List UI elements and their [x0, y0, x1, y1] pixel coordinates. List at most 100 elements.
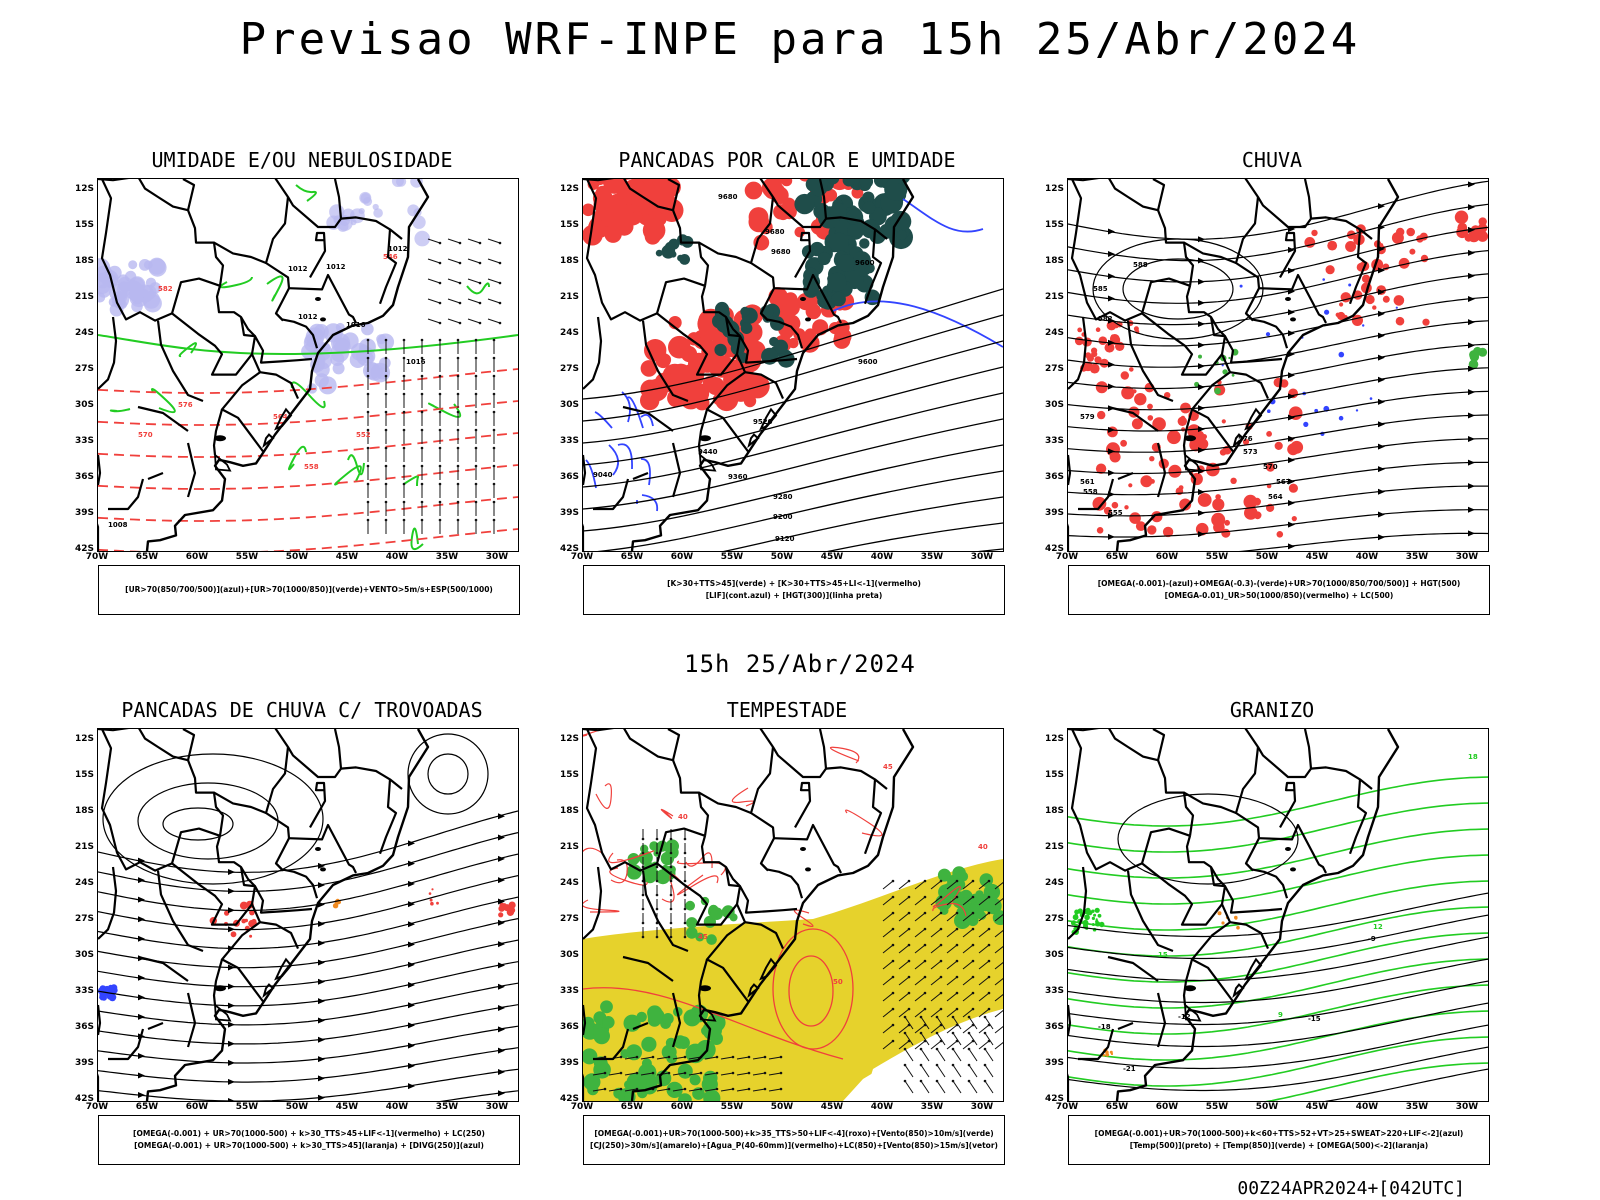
svg-text:576: 576: [1238, 435, 1253, 443]
lon-tick-label: 55W: [720, 552, 744, 562]
lon-tick-label: 40W: [385, 552, 409, 562]
lat-tick-label: 39S: [74, 508, 94, 518]
svg-text:9: 9: [1278, 1011, 1283, 1019]
svg-text:9680: 9680: [771, 248, 791, 256]
panel-pancadas-calor: PANCADAS POR CALOR E UMIDADE 9680 9680 968…: [537, 148, 1037, 628]
lon-tick-label: 45W: [335, 1102, 359, 1112]
lat-tick-label: 39S: [559, 1058, 579, 1068]
lat-tick-label: 36S: [74, 1022, 94, 1032]
legend-line: [OMEGA(-0.001)+UR>70(1000-500)+k>35_TTS>…: [594, 1129, 994, 1138]
lon-tick-label: 50W: [1255, 1102, 1279, 1112]
legend-line: [LIF](cont.azul) + [HGT(300)](linha pret…: [705, 591, 883, 600]
lon-tick-label: 65W: [620, 1102, 644, 1112]
map-area[interactable]: 40 45 50 45 40: [582, 728, 1004, 1102]
map-area[interactable]: -9 -12 -15 -18 -21 12 15 18 9: [1067, 728, 1489, 1102]
panel-trovoadas: PANCADAS DE CHUVA C/ TROVOADAS [OMEGA(-0…: [52, 698, 552, 1178]
lon-tick-label: 40W: [1355, 552, 1379, 562]
lat-tick-label: 24S: [1044, 328, 1064, 338]
lon-tick-label: 60W: [670, 552, 694, 562]
map-area[interactable]: 1012 1012 1012 1012 1016 1016 1008 576 570 564 558…: [97, 178, 519, 552]
legend-line: [OMEGA(-0.001) + UR>70(1000-500) + k>30_…: [134, 1141, 484, 1150]
svg-text:576: 576: [178, 401, 193, 409]
legend-box: [OMEGA(-0.001)+UR>70(1000-500)+k<60+TTS>…: [1068, 1115, 1490, 1165]
lat-tick-label: 18S: [559, 256, 579, 266]
svg-text:1012: 1012: [288, 265, 308, 273]
map-area[interactable]: [97, 728, 519, 1102]
svg-text:45: 45: [883, 763, 893, 771]
lat-tick-label: 12S: [1044, 184, 1064, 194]
lat-tick-label: 27S: [1044, 914, 1064, 924]
lon-tick-label: 40W: [1355, 1102, 1379, 1112]
lat-tick-label: 15S: [74, 220, 94, 230]
lat-tick-label: 36S: [559, 1022, 579, 1032]
lon-tick-label: 70W: [85, 1102, 109, 1112]
lon-tick-label: 50W: [285, 552, 309, 562]
legend-line: [OMEGA(-0.001)+UR>70(1000-500)+k<60+TTS>…: [1094, 1129, 1464, 1138]
lon-tick-label: 35W: [920, 552, 944, 562]
lat-tick-label: 42S: [559, 544, 579, 554]
lon-tick-label: 45W: [820, 552, 844, 562]
lat-tick-label: 15S: [1044, 770, 1064, 780]
lon-tick-label: 70W: [85, 552, 109, 562]
lat-tick-label: 39S: [74, 1058, 94, 1068]
lat-tick-label: 36S: [1044, 472, 1064, 482]
lon-tick-label: 70W: [1055, 1102, 1079, 1112]
legend-line: [OMEGA(-0.001) + UR>70(1000-500) + k>30_…: [133, 1129, 485, 1138]
svg-text:9120: 9120: [775, 535, 795, 543]
legend-line: [OMEGA(-0.001)-(azul)+OMEGA(-0.3)-(verde…: [1097, 579, 1461, 588]
forecast-map-svg: 1012 101210121012101610161008576570564558…: [98, 179, 518, 551]
lat-tick-label: 33S: [559, 986, 579, 996]
lat-tick-label: 21S: [559, 842, 579, 852]
svg-text:9280: 9280: [773, 493, 793, 501]
panel-title: PANCADAS DE CHUVA C/ TROVOADAS: [121, 698, 483, 722]
lon-tick-label: 35W: [1405, 552, 1429, 562]
svg-text:1012: 1012: [298, 313, 318, 321]
svg-text:9600: 9600: [855, 259, 875, 267]
panel-title: UMIDADE E/OU NEBULOSIDADE: [151, 148, 453, 172]
lat-tick-label: 42S: [1044, 1094, 1064, 1104]
lon-tick-label: 55W: [235, 552, 259, 562]
legend-box: [UR>70(850/700/500)](azul)+[UR>70(1000/8…: [98, 565, 520, 615]
lat-tick-label: 15S: [1044, 220, 1064, 230]
svg-text:9520: 9520: [753, 418, 773, 426]
lon-tick-label: 45W: [1305, 1102, 1329, 1112]
svg-text:50: 50: [833, 978, 843, 986]
svg-text:1008: 1008: [108, 521, 128, 529]
map-area[interactable]: 9680 9680 9680 9600 9600 9520 9440 9360 9280 9200…: [582, 178, 1004, 552]
lon-tick-label: 55W: [720, 1102, 744, 1112]
svg-text:9600: 9600: [858, 358, 878, 366]
lat-tick-label: 39S: [559, 508, 579, 518]
lon-tick-label: 65W: [135, 552, 159, 562]
lat-tick-label: 24S: [1044, 878, 1064, 888]
lon-tick-label: 55W: [1205, 1102, 1229, 1112]
lat-tick-label: 30S: [74, 400, 94, 410]
panel-umidade: UMIDADE E/OU NEBULOSIDADE 1012 1012 1012 10…: [52, 148, 552, 628]
lat-tick-label: 12S: [74, 734, 94, 744]
lat-tick-label: 42S: [74, 544, 94, 554]
legend-line: [UR>70(850/700/500)](azul)+[UR>70(1000/8…: [125, 585, 493, 594]
panel-tempestade: TEMPESTADE 40 45 50 45 40 [OMEGA(-0.001)+UR>…: [537, 698, 1037, 1178]
panel-title: TEMPESTADE: [726, 698, 848, 722]
lon-tick-label: 35W: [435, 552, 459, 562]
lat-tick-label: 18S: [1044, 806, 1064, 816]
lon-tick-label: 65W: [1105, 1102, 1129, 1112]
lat-tick-label: 27S: [74, 364, 94, 374]
svg-text:558: 558: [304, 463, 319, 471]
svg-text:-15: -15: [1308, 1015, 1321, 1023]
lat-tick-label: 33S: [74, 436, 94, 446]
svg-text:9680: 9680: [765, 228, 785, 236]
svg-text:12: 12: [1373, 923, 1383, 931]
svg-text:588: 588: [1133, 261, 1148, 269]
lat-tick-label: 24S: [559, 328, 579, 338]
lat-tick-label: 21S: [559, 292, 579, 302]
lon-tick-label: 30W: [970, 552, 994, 562]
lon-tick-label: 65W: [620, 552, 644, 562]
lon-tick-label: 70W: [1055, 552, 1079, 562]
lat-tick-label: 21S: [1044, 842, 1064, 852]
panel-granizo: GRANIZO -9 -12 -15 -18 -21 12 15 18 9 [OMEGA(-0.…: [1022, 698, 1522, 1178]
panel-title: GRANIZO: [1229, 698, 1315, 722]
lat-tick-label: 27S: [74, 914, 94, 924]
legend-line: [K>30+TTS>45](verde) + [K>30+TTS>45+LI<-…: [667, 579, 921, 588]
lat-tick-label: 33S: [1044, 436, 1064, 446]
map-area[interactable]: 588 585 582 579 576 573 570 567 564 561 558 555: [1067, 178, 1489, 552]
